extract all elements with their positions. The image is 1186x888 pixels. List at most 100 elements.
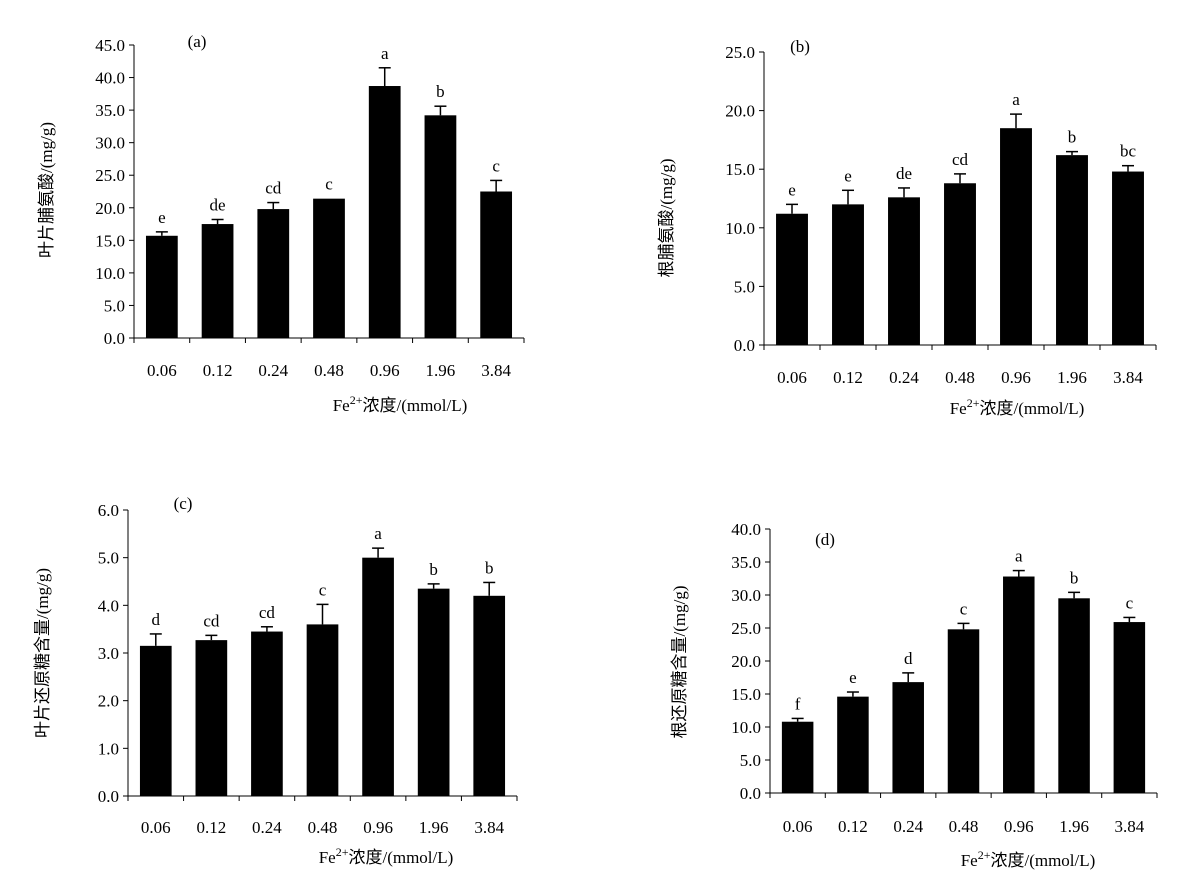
x-tick-label: 0.48 (945, 368, 975, 387)
panel-tag: (a) (188, 32, 207, 51)
bar-0.06 (145, 235, 178, 338)
significance-label: a (374, 524, 382, 543)
y-axis-label: 根脯氨酸/(mg/g) (657, 159, 676, 278)
bar-0.24 (251, 631, 283, 796)
x-tick-label: 1.96 (419, 818, 449, 837)
bar-1.96 (1056, 155, 1088, 345)
bar-0.48 (313, 198, 345, 338)
x-tick-label: 3.84 (1114, 817, 1144, 836)
significance-label: a (381, 44, 389, 63)
significance-label: c (1126, 593, 1134, 612)
y-tick-label: 5.0 (98, 549, 119, 568)
bar-1.96 (1058, 598, 1090, 793)
y-tick-label: 25.0 (95, 166, 125, 185)
bar-0.24 (888, 197, 920, 345)
x-tick-label: 0.48 (308, 818, 338, 837)
y-tick-label: 45.0 (95, 36, 125, 55)
bar-0.24 (257, 209, 290, 338)
chart-b: 0.0 5.0 10.0 15.0 20.0 25.0 e 0.06 e 0.12 de 0.24 cd… (657, 37, 1157, 418)
bar-0.24 (892, 682, 924, 793)
x-tick-label: 0.96 (1004, 817, 1034, 836)
significance-label: c (492, 156, 500, 175)
y-tick-label: 40.0 (95, 69, 125, 88)
x-tick-label: 3.84 (474, 818, 504, 837)
x-tick-label: 0.96 (370, 361, 400, 380)
x-tick-label: 3.84 (481, 361, 511, 380)
y-tick-label: 35.0 (731, 553, 761, 572)
bar-1.96 (417, 588, 450, 796)
significance-label: de (210, 195, 226, 214)
x-tick-label: 0.12 (203, 361, 233, 380)
y-tick-label: 20.0 (725, 102, 755, 121)
bar-0.06 (776, 213, 808, 345)
significance-label: cd (203, 611, 220, 630)
bar-3.84 (473, 595, 506, 796)
y-tick-label: 15.0 (731, 685, 761, 704)
significance-label: d (152, 610, 161, 629)
panel-tag: (c) (174, 494, 193, 513)
y-tick-label: 25.0 (725, 43, 755, 62)
y-tick-label: 20.0 (95, 199, 125, 218)
y-axis-label: 根还原糖含量/(mg/g) (670, 586, 689, 739)
x-axis-label: Fe2+浓度/(mmol/L) (961, 848, 1096, 870)
y-tick-label: 0.0 (98, 787, 119, 806)
bar-0.48 (947, 629, 980, 793)
x-tick-label: 1.96 (1057, 368, 1087, 387)
y-tick-label: 15.0 (725, 160, 755, 179)
y-tick-label: 5.0 (104, 296, 125, 315)
y-tick-label: 1.0 (98, 739, 119, 758)
chart-c: 0.0 1.0 2.0 3.0 4.0 5.0 6.0 d 0.06 cd 0.12 cd 0.24 c 0… (33, 494, 518, 867)
significance-label: cd (952, 150, 969, 169)
bar-0.06 (139, 645, 172, 796)
bar-0.48 (944, 183, 976, 345)
y-tick-label: 20.0 (731, 652, 761, 671)
x-axis-label: Fe2+浓度/(mmol/L) (333, 393, 468, 415)
y-tick-label: 30.0 (95, 134, 125, 153)
y-tick-label: 30.0 (731, 586, 761, 605)
bar-0.96 (362, 557, 394, 796)
y-tick-label: 0.0 (104, 329, 125, 348)
x-tick-label: 0.96 (1001, 368, 1031, 387)
significance-label: d (904, 649, 913, 668)
significance-label: de (896, 164, 912, 183)
panel-tag: (d) (815, 530, 835, 549)
significance-label: b (429, 560, 438, 579)
bar-1.96 (424, 115, 457, 338)
x-tick-label: 0.12 (833, 368, 863, 387)
x-tick-label: 3.84 (1113, 368, 1143, 387)
x-axis-label: Fe2+浓度/(mmol/L) (950, 396, 1085, 418)
y-tick-label: 6.0 (98, 501, 119, 520)
y-tick-label: 0.0 (734, 336, 755, 355)
bar-0.96 (1000, 128, 1032, 345)
significance-label: e (849, 668, 857, 687)
significance-label: b (436, 82, 445, 101)
bar-0.12 (837, 696, 869, 793)
x-tick-label: 0.06 (147, 361, 177, 380)
significance-label: b (485, 558, 494, 577)
bar-0.12 (832, 204, 864, 345)
x-tick-label: 0.12 (838, 817, 868, 836)
y-tick-label: 2.0 (98, 692, 119, 711)
x-tick-label: 0.48 (949, 817, 979, 836)
significance-label: bc (1120, 142, 1137, 161)
significance-label: b (1068, 128, 1077, 147)
bar-0.96 (368, 86, 401, 339)
y-axis-label: 叶片脯氨酸/(mg/g) (37, 122, 56, 258)
significance-label: e (844, 166, 852, 185)
y-tick-label: 10.0 (725, 219, 755, 238)
bar-0.12 (201, 224, 234, 338)
significance-label: cd (259, 603, 276, 622)
panel-tag: (b) (790, 37, 810, 56)
y-tick-label: 35.0 (95, 101, 125, 120)
x-tick-label: 0.24 (893, 817, 923, 836)
y-tick-label: 3.0 (98, 644, 119, 663)
x-tick-label: 0.06 (783, 817, 813, 836)
chart-d: 0.0 5.0 10.0 15.0 20.0 25.0 30.0 35.0 40.0 f 0.06 e… (670, 520, 1158, 870)
bar-0.96 (1003, 576, 1035, 793)
significance-label: cd (265, 179, 282, 198)
bar-0.12 (195, 640, 228, 796)
significance-label: c (325, 175, 333, 194)
bar-3.84 (1113, 622, 1146, 793)
chart-a: 0.0 5.0 10.0 15.0 20.0 25.0 30.0 35.0 40.0 45.0 e 0… (37, 32, 525, 415)
